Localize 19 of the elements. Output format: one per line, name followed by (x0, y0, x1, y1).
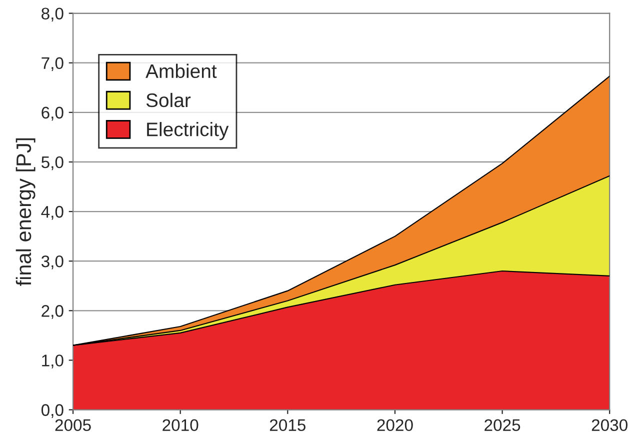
y-tick-label: 6,0 (42, 106, 64, 121)
x-tick-label: 2015 (270, 419, 306, 432)
y-tick-label: 7,0 (42, 57, 64, 72)
y-tick-label: 2,0 (42, 305, 64, 319)
y-tick-label: 8,0 (42, 8, 64, 22)
legend-label: Ambient (146, 64, 217, 78)
x-tick-label: 2010 (162, 419, 198, 432)
y-tick-label: 4,0 (41, 206, 64, 220)
x-tick-label: 2030 (592, 419, 628, 432)
x-tick-label: 2020 (377, 419, 413, 432)
y-tick-label: 1,0 (42, 354, 64, 368)
y-tick-label: 5,0 (41, 156, 64, 170)
x-tick-label: 2025 (484, 419, 520, 432)
y-axis-title: final energy [PJ] (16, 138, 36, 286)
y-tick-label: 0,0 (41, 404, 64, 418)
legend-label: Solar (146, 92, 191, 108)
y-tick-label: 3,0 (41, 255, 64, 270)
legend-label: Electricity (147, 122, 229, 140)
x-tick-label: 2005 (55, 419, 91, 432)
